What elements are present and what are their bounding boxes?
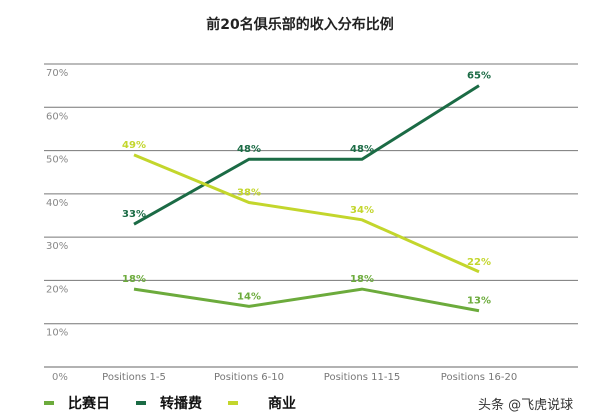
- data-label: 18%: [350, 274, 374, 285]
- data-label: 65%: [467, 71, 491, 82]
- y-tick-label: 40%: [46, 198, 68, 209]
- data-label: 14%: [237, 291, 261, 302]
- legend-swatch: [228, 401, 238, 405]
- data-label: 48%: [350, 144, 374, 155]
- legend: 比赛日 转播费 商业: [44, 393, 322, 413]
- x-tick-label: Positions 16-20: [441, 372, 517, 383]
- watermark: 头条 @飞虎说球: [478, 398, 574, 413]
- data-label: 33%: [122, 209, 146, 220]
- y-tick-label: 70%: [46, 68, 68, 79]
- data-label: 18%: [122, 274, 146, 285]
- legend-label: 商业: [268, 396, 296, 412]
- legend-swatch: [44, 401, 54, 405]
- data-label: 48%: [237, 144, 261, 155]
- legend-item-matchday: 比赛日: [44, 393, 110, 413]
- y-tick-label: 10%: [46, 328, 68, 339]
- series-line: [133, 84, 480, 226]
- y-tick-label: 20%: [46, 284, 68, 295]
- series-line: [133, 153, 480, 274]
- data-label: 13%: [467, 296, 491, 307]
- x-tick-label: Positions 6-10: [214, 372, 284, 383]
- chart-title: 前20名俱乐部的收入分布比例: [206, 17, 394, 33]
- y-tick-label: 60%: [46, 111, 68, 122]
- y-tick-label: 30%: [46, 241, 68, 252]
- legend-item-commercial: 商业: [228, 393, 296, 413]
- x-tick-label: Positions 1-5: [102, 372, 166, 383]
- data-label: 34%: [350, 205, 374, 216]
- legend-label: 转播费: [160, 396, 202, 412]
- data-label: 22%: [467, 257, 491, 268]
- series-line: [133, 287, 480, 313]
- data-label: 38%: [237, 188, 261, 199]
- data-label: 49%: [122, 140, 146, 151]
- legend-label: 比赛日: [68, 396, 110, 412]
- x-tick-label: Positions 11-15: [324, 372, 400, 383]
- y-tick-label: 50%: [46, 155, 68, 166]
- legend-item-broadcast: 转播费: [136, 393, 202, 413]
- legend-swatch: [136, 401, 146, 405]
- y-tick-label: 0%: [52, 372, 68, 383]
